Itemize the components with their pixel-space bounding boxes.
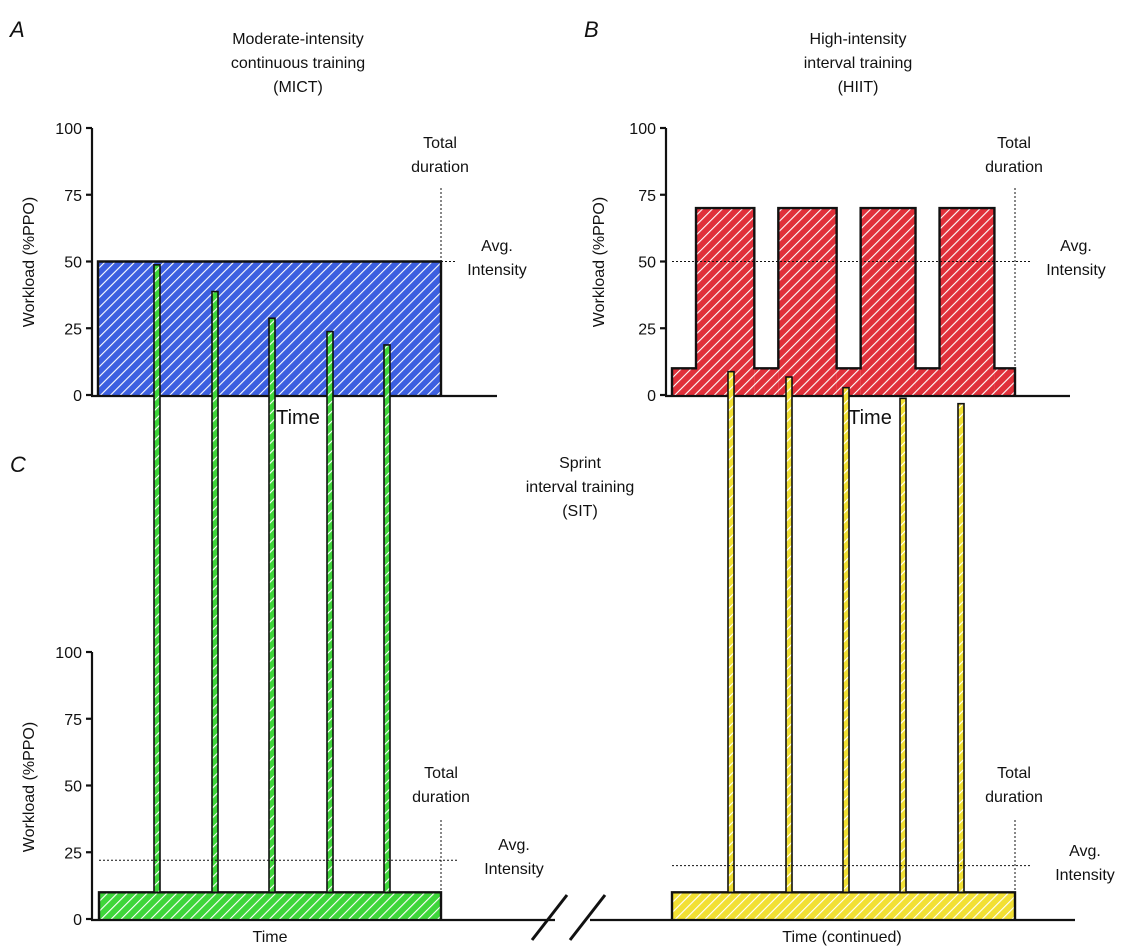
panel-c2-avg-line1: Avg.: [1069, 843, 1101, 860]
panel-c-title-line1: Sprint: [559, 455, 601, 472]
panel-a-x-axis-label: Time: [276, 407, 320, 429]
panel-c-avg-line2: Intensity: [484, 861, 544, 878]
mict-y-tick-label: 75: [64, 188, 82, 205]
panel-c-duration-line2: duration: [412, 789, 470, 806]
hiit-segment-fill: [860, 208, 916, 395]
mict-y-tick-label: 100: [55, 121, 82, 138]
sit-sprint-bar: [268, 317, 276, 894]
sit-continued-sprint-bar: [727, 370, 735, 894]
hiit-y-tick-label: 75: [638, 188, 656, 205]
axis-break-slash-2: [568, 894, 607, 941]
sit-continued-sprint-bar: [957, 402, 965, 894]
hiit-segment-fill: [994, 368, 1015, 395]
sit-continued-baseline-block: [672, 892, 1015, 919]
sit-y-tick-label: 25: [64, 845, 82, 862]
panel-b-y-axis-label: Workload (%PPO): [591, 197, 608, 327]
panel-c2-duration-line2: duration: [985, 789, 1043, 806]
sit-baseline-block: [99, 892, 441, 919]
panel-b-title-line3: (HIIT): [838, 79, 879, 96]
panel-c: C Sprint interval training (SIT) Workloa…: [10, 452, 1115, 946]
panel-a-avg-line2: Intensity: [467, 262, 527, 279]
panel-c-avg-line1: Avg.: [498, 837, 530, 854]
sit-y-tick-label: 100: [55, 645, 82, 662]
panel-c-x-axis-label-continued: Time (continued): [782, 929, 901, 946]
hiit-segment-fill: [915, 368, 940, 395]
panel-b-title-line2: interval training: [804, 55, 913, 72]
sit-continued-sprint-bar: [899, 397, 907, 894]
hiit-segment-fill: [778, 208, 837, 395]
panel-a-title-line2: continuous training: [231, 55, 365, 72]
panel-b-avg-line1: Avg.: [1060, 238, 1092, 255]
panel-a-title-line3: (MICT): [273, 79, 323, 96]
panel-c2-avg-line2: Intensity: [1055, 867, 1115, 884]
panel-a-y-axis-label: Workload (%PPO): [21, 197, 38, 327]
sit-y-tick-label: 50: [64, 779, 82, 796]
sit-sprint-bar: [211, 290, 219, 894]
panel-a-letter: A: [8, 17, 25, 42]
sit-sprint-bar: [153, 264, 161, 894]
panel-a: A Moderate-intensity continuous training…: [8, 17, 527, 429]
panel-a-duration-line2: duration: [411, 159, 469, 176]
hiit-y-tick-label: 0: [647, 388, 656, 405]
panel-a-title-line1: Moderate-intensity: [232, 31, 364, 48]
panel-c-x-axis-label: Time: [253, 929, 288, 946]
panel-b-title-line1: High-intensity: [810, 31, 907, 48]
panel-b-duration-line2: duration: [985, 159, 1043, 176]
panel-c-title-line2: interval training: [526, 479, 635, 496]
sit-continued-sprint-bar: [842, 386, 850, 894]
hiit-segment-fill: [672, 368, 697, 395]
mict-workload-outline: [96, 260, 443, 395]
sit-sprint-bar: [326, 330, 334, 894]
mict-y-tick-label: 50: [64, 255, 82, 272]
sit-y-tick-label: 75: [64, 712, 82, 729]
panel-b-letter: B: [584, 17, 599, 42]
panel-c-letter: C: [10, 452, 26, 477]
panel-c2-duration-line1: Total: [997, 765, 1031, 782]
hiit-segment-fill: [939, 208, 995, 395]
sit-y-tick-label: 0: [73, 912, 82, 929]
hiit-y-tick-label: 25: [638, 321, 656, 338]
hiit-segment-fill: [696, 208, 755, 395]
panel-c-duration-line1: Total: [424, 765, 458, 782]
panel-b-avg-line2: Intensity: [1046, 262, 1106, 279]
panel-c-y-axis-label: Workload (%PPO): [21, 722, 38, 852]
axis-break-slash-1: [530, 894, 569, 941]
panel-b-duration-line1: Total: [997, 135, 1031, 152]
hiit-y-tick-label: 50: [638, 255, 656, 272]
hiit-segment-fill: [754, 368, 779, 395]
panel-a-duration-line1: Total: [423, 135, 457, 152]
mict-y-tick-label: 25: [64, 321, 82, 338]
panel-c-title-line3: (SIT): [562, 503, 598, 520]
panel-b: B High-intensity interval training (HIIT…: [584, 17, 1106, 429]
panel-a-avg-line1: Avg.: [481, 238, 513, 255]
hiit-workload-outline: [670, 206, 1017, 395]
sit-continued-sprint-bar: [785, 376, 793, 894]
sit-sprint-bar: [383, 344, 391, 894]
mict-y-tick-label: 0: [73, 388, 82, 405]
panel-b-x-axis-label: Time: [848, 407, 892, 429]
hiit-y-tick-label: 100: [629, 121, 656, 138]
